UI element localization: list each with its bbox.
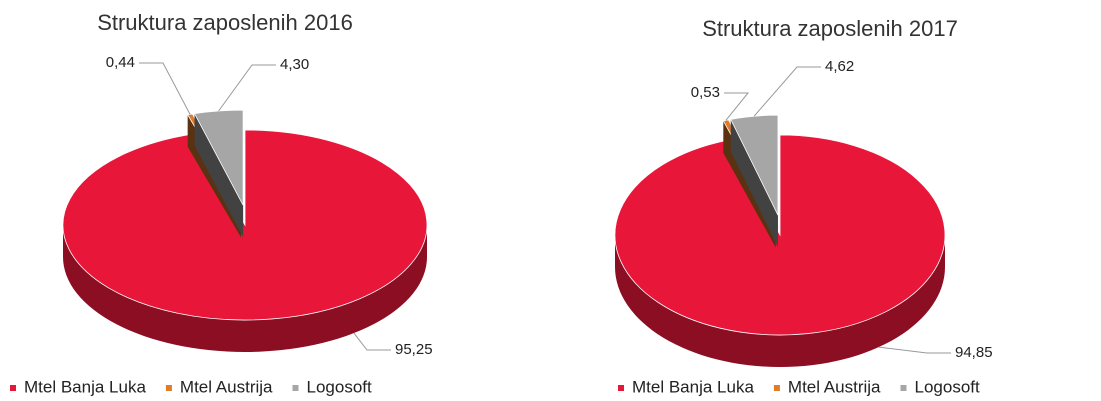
data-label: 0,53 (691, 84, 720, 101)
pie-edge (194, 113, 244, 238)
leader-line (218, 64, 276, 112)
legend-swatch (165, 385, 172, 391)
legend-label: Logosoft (915, 377, 980, 396)
pie-edge (730, 119, 778, 248)
legend-swatch (773, 385, 780, 391)
data-label: 94,85 (955, 344, 993, 361)
pie-slice (62, 129, 428, 321)
legend-swatch (10, 385, 16, 391)
legend-label: Mtel Austrija (180, 377, 273, 396)
legend-label: Mtel Banja Luka (632, 377, 754, 396)
chart-title: Struktura zaposlenih 2017 (702, 16, 958, 41)
data-label: 4,30 (280, 56, 309, 73)
legend-swatch (618, 385, 624, 391)
leader-line (139, 62, 191, 115)
leader-line (753, 66, 821, 117)
data-label: 0,44 (106, 54, 135, 71)
legend-label: Mtel Austrija (788, 377, 881, 396)
legend-label: Mtel Banja Luka (24, 377, 146, 396)
legend-swatch (292, 385, 299, 391)
pie-slice (193, 109, 244, 206)
pie-side (615, 235, 945, 367)
pie-side (63, 225, 427, 352)
legend-label: Logosoft (307, 377, 372, 396)
chart-title: Struktura zaposlenih 2016 (97, 10, 353, 35)
data-label: 4,62 (825, 58, 854, 75)
leader-line (878, 346, 951, 354)
data-label: 95,25 (395, 341, 433, 358)
pie-slice (614, 134, 946, 336)
legend-swatch (900, 385, 907, 391)
leader-line (353, 332, 391, 351)
pie-slice (730, 114, 779, 216)
leader-line (724, 92, 750, 121)
